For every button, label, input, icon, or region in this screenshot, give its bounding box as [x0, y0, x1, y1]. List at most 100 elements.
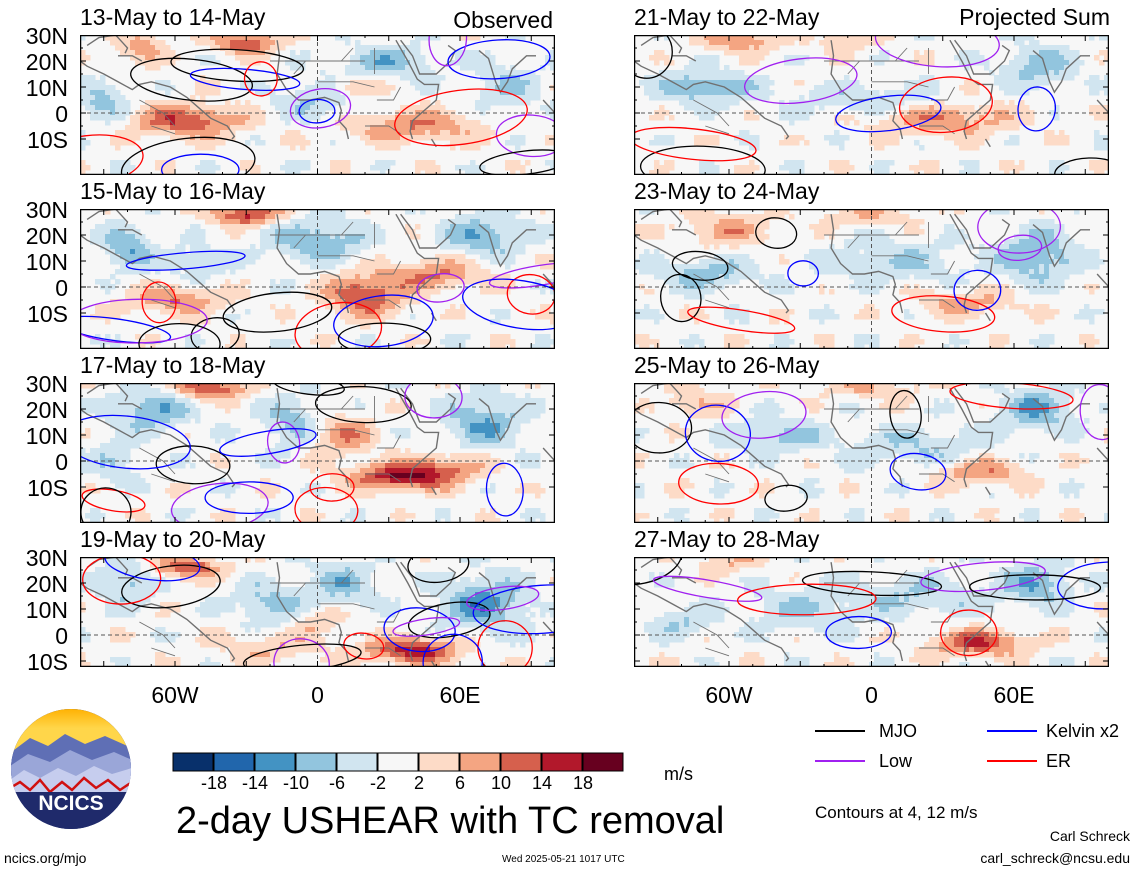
shear-cell — [275, 309, 281, 315]
shear-cell — [385, 468, 391, 474]
shear-cell — [150, 393, 156, 399]
shear-cell — [505, 597, 511, 603]
shear-cell — [225, 289, 231, 295]
shear-cell — [470, 239, 476, 245]
shear-cell — [495, 219, 501, 225]
shear-cell — [110, 229, 116, 235]
shear-cell — [145, 513, 151, 519]
shear-cell — [360, 65, 366, 71]
shear-cell — [400, 65, 406, 71]
shear-cell — [350, 125, 356, 131]
shear-cell — [390, 120, 396, 126]
shear-cell — [485, 408, 491, 414]
shear-cell — [295, 403, 301, 409]
shear-cell — [435, 488, 441, 494]
shear-cell — [485, 428, 491, 434]
shear-cell — [480, 438, 486, 444]
shear-cell — [470, 244, 476, 250]
shear-cell — [80, 75, 86, 81]
shear-cell — [235, 40, 241, 46]
shear-cell — [280, 309, 286, 315]
shear-cell — [95, 224, 101, 230]
shear-cell — [375, 130, 381, 136]
shear-cell — [370, 279, 376, 285]
shear-cell — [320, 622, 326, 628]
shear-cell — [490, 85, 496, 91]
shear-cell — [350, 592, 356, 598]
shear-cell — [195, 269, 201, 275]
shear-cell — [375, 264, 381, 270]
shear-cell — [190, 403, 196, 409]
shear-cell — [500, 224, 506, 230]
shear-cell — [345, 478, 351, 484]
shear-cell — [450, 344, 456, 349]
shear-cell — [325, 577, 331, 583]
shear-cell — [100, 309, 106, 315]
shear-cell — [95, 304, 101, 310]
shear-cell — [205, 274, 211, 280]
shear-cell — [505, 627, 511, 633]
shear-cell — [255, 80, 261, 86]
shear-cell — [380, 259, 386, 265]
shear-cell — [375, 473, 381, 479]
shear-cell — [480, 75, 486, 81]
shear-cell — [380, 309, 386, 315]
shear-cell — [465, 269, 471, 275]
coastline — [395, 387, 440, 488]
shear-cell — [535, 488, 541, 494]
shear-cell — [230, 224, 236, 230]
shear-cell — [310, 90, 316, 96]
shear-cell — [460, 120, 466, 126]
shear-cell — [135, 299, 141, 305]
shear-cell — [255, 90, 261, 96]
shear-cell — [435, 135, 441, 141]
shear-cell — [320, 582, 326, 588]
shear-cell — [170, 403, 176, 409]
shear-cell — [140, 513, 146, 519]
shear-cell — [480, 254, 486, 260]
shear-cell — [360, 219, 366, 225]
shear-cell — [165, 403, 171, 409]
shear-cell — [295, 229, 301, 235]
shear-cell — [110, 562, 116, 568]
shear-cell — [365, 55, 371, 61]
shear-cell — [130, 55, 136, 61]
shear-cell — [245, 572, 251, 578]
shear-cell — [480, 473, 486, 479]
shear-cell — [100, 90, 106, 96]
shear-cell — [285, 229, 291, 235]
shear-cell — [210, 170, 216, 175]
shear-cell — [510, 597, 516, 603]
coastline — [317, 429, 375, 436]
shear-cell — [460, 130, 466, 136]
shear-cell — [305, 587, 311, 593]
shear-cell — [305, 518, 311, 523]
shear-cell — [270, 513, 276, 519]
coastline — [365, 299, 401, 309]
shear-cell — [150, 413, 156, 419]
shear-cell — [125, 254, 131, 260]
shear-cell — [80, 170, 86, 175]
shear-cell — [250, 383, 256, 389]
shear-cell — [100, 224, 106, 230]
shear-cell — [140, 339, 146, 345]
shear-cell — [235, 120, 241, 126]
shear-cell — [355, 513, 361, 519]
shear-cell — [345, 85, 351, 91]
shear-cell — [335, 209, 341, 215]
shear-cell — [445, 239, 451, 245]
shear-cell — [485, 80, 491, 86]
shear-cell — [150, 264, 156, 270]
shear-cell — [130, 299, 136, 305]
shear-cell — [445, 264, 451, 270]
shear-cell — [470, 274, 476, 280]
shear-cell — [470, 170, 476, 175]
shear-cell — [420, 269, 426, 275]
shear-cell — [205, 562, 211, 568]
shear-cell — [135, 473, 141, 479]
shear-cell — [305, 229, 311, 235]
shear-cell — [490, 597, 496, 603]
shear-cell — [445, 592, 451, 598]
shear-cell — [210, 85, 216, 91]
shear-cell — [430, 488, 436, 494]
